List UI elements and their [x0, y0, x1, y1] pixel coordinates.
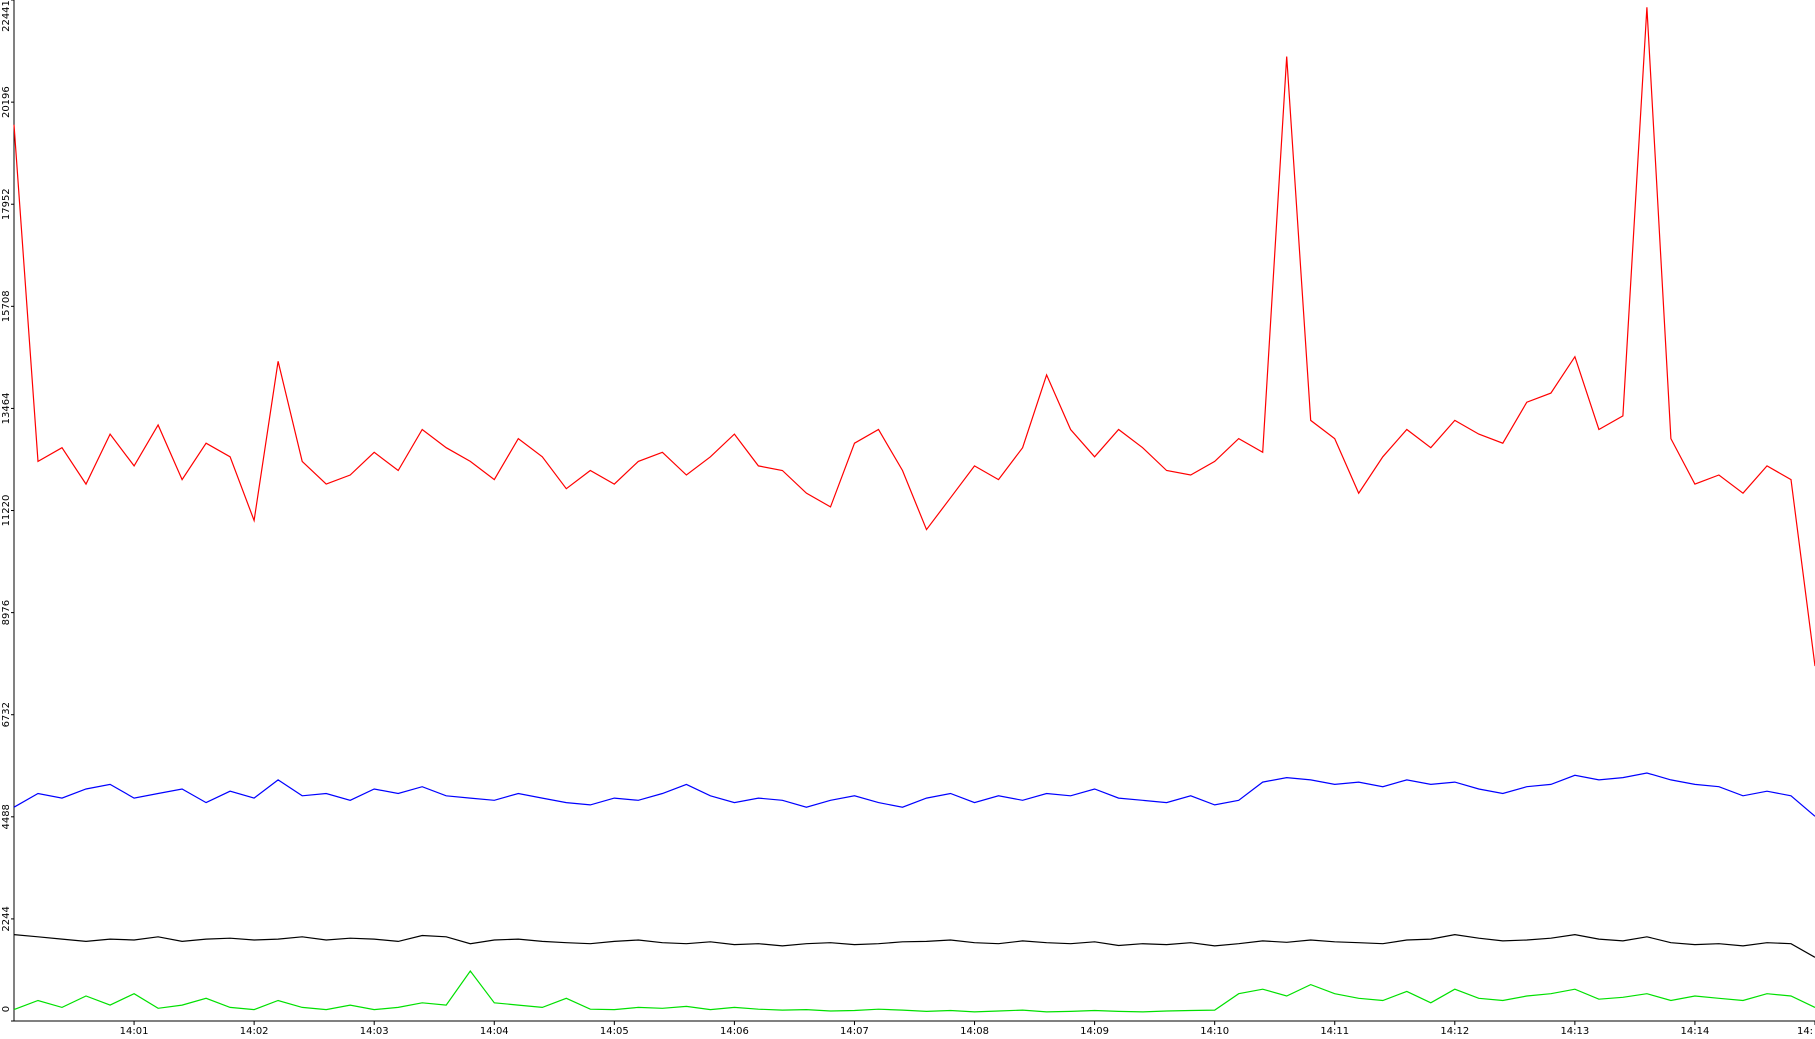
x-tick-label: 14:13 [1560, 1026, 1589, 1037]
y-tick-label: 15708 [1, 290, 12, 322]
x-tick-label: 14: [1797, 1026, 1813, 1037]
y-tick-label: 11220 [1, 495, 12, 527]
x-tick-label: 14:05 [600, 1026, 629, 1037]
x-tick-label: 14:10 [1200, 1026, 1229, 1037]
x-tick-label: 14:02 [240, 1026, 269, 1037]
y-tick-label: 20196 [1, 86, 12, 118]
x-tick-label: 14:01 [120, 1026, 149, 1037]
y-tick-label: 0 [1, 1006, 12, 1012]
y-tick-label: 2244 [1, 906, 12, 931]
series-line [13, 7, 1815, 667]
y-tick-label: 6732 [1, 702, 12, 727]
x-tick-label: 14:06 [720, 1026, 749, 1037]
x-tick-label: 14:11 [1320, 1026, 1349, 1037]
x-tick-label: 14:04 [480, 1026, 509, 1037]
x-tick-label: 14:09 [1080, 1026, 1109, 1037]
x-tick-label: 14:14 [1681, 1026, 1710, 1037]
y-tick-label: 4488 [1, 804, 12, 829]
x-tick-label: 14:12 [1440, 1026, 1469, 1037]
series-line [13, 969, 1815, 1013]
y-tick-label: 22441 [1, 0, 12, 32]
y-tick-label: 13464 [1, 393, 12, 425]
y-tick-label: 17952 [1, 188, 12, 220]
series-line [13, 772, 1815, 817]
x-tick-label: 14:03 [360, 1026, 389, 1037]
series-line [13, 933, 1815, 958]
x-tick-label: 14:07 [840, 1026, 869, 1037]
x-tick-label: 14:08 [960, 1026, 989, 1037]
y-tick-label: 8976 [1, 600, 12, 625]
